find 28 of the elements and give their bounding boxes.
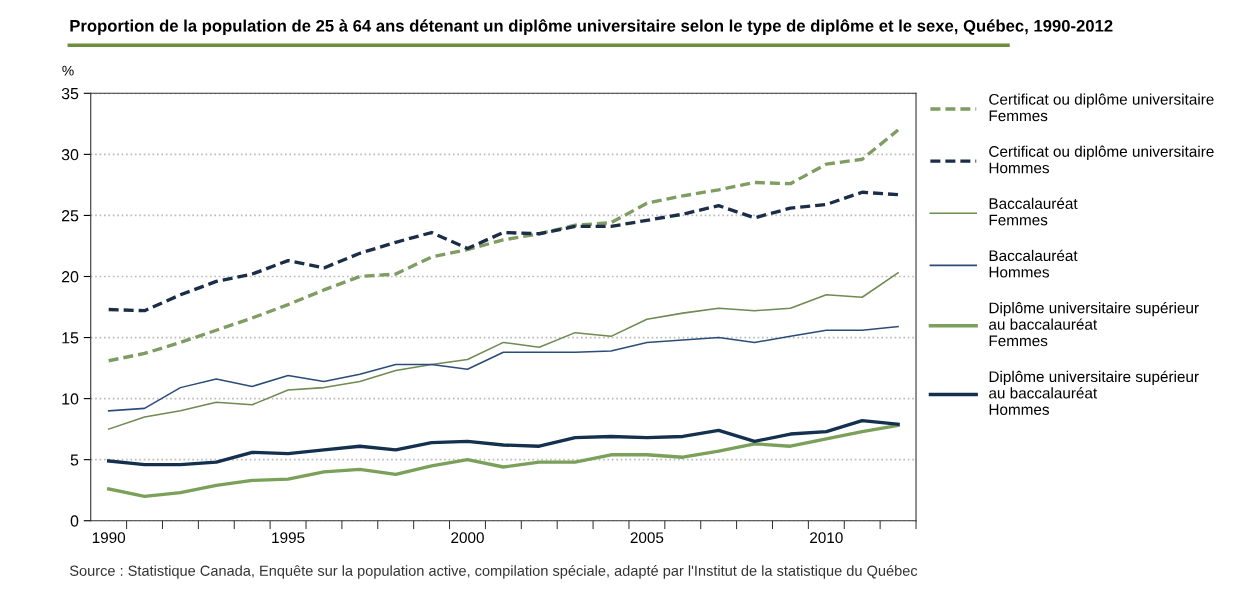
y-tick-label: 35 <box>61 87 79 100</box>
y-tick-label: 0 <box>70 515 79 527</box>
x-tick-label: 2010 <box>810 532 843 544</box>
line-series <box>106 128 900 363</box>
line-series <box>106 423 900 498</box>
legend-label: Baccalauréat Hommes <box>989 249 1078 278</box>
x-tick-label: 1995 <box>272 532 305 544</box>
legend-label: Diplôme universitaire supérieur au baccalauréat Hommes <box>989 370 1199 415</box>
x-tick-label: 2000 <box>451 532 484 544</box>
y-tick-label: 25 <box>61 210 79 222</box>
y-tick-label: 5 <box>70 454 79 466</box>
legend-label: Certificat ou diplôme universitaire Hommes <box>989 145 1214 174</box>
y-axis-title: % <box>62 65 74 76</box>
x-tick-label: 2005 <box>630 532 664 544</box>
y-tick-label: 30 <box>61 149 79 161</box>
line-series <box>106 418 900 467</box>
line-series <box>106 190 900 313</box>
chart-title: Proportion de la population de 25 à 64 ans détenant un diplôme universitaire selon le type de diplôme et le sexe, Québec, 1990-2012 <box>70 19 1113 36</box>
legend-label: Diplôme universitaire supérieur au baccalauréat Femmes <box>989 301 1199 347</box>
x-tick-label: 1990 <box>92 532 126 544</box>
y-tick-label: 10 <box>62 393 79 405</box>
line-series <box>107 325 899 412</box>
legend-label: Baccalauréat Femmes <box>989 197 1078 226</box>
y-tick-label: 20 <box>61 271 79 283</box>
y-tick-label: 15 <box>62 332 79 344</box>
source-note: Source : Statistique Canada, Enquête sur la population active, compilation spéciale, adapté par l'Institut de la statistique du Québec <box>69 565 918 579</box>
legend-label: Certificat ou diplôme universitaire Femmes <box>989 93 1214 122</box>
line-series <box>107 272 899 430</box>
